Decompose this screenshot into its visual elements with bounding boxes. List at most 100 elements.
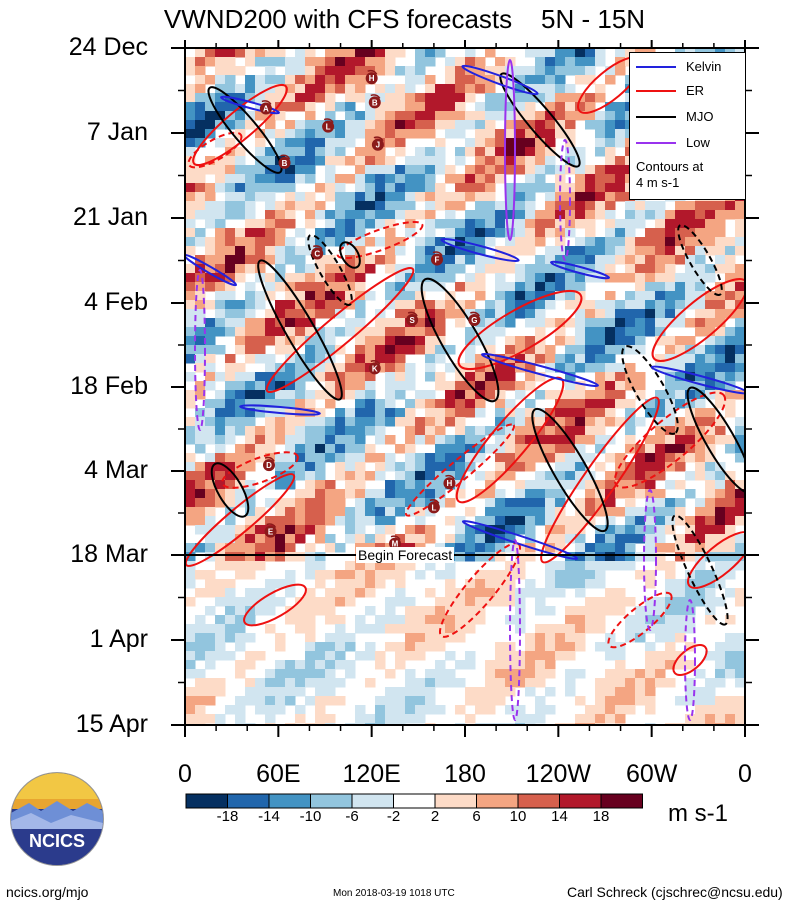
heatmap-cell — [385, 183, 396, 193]
heatmap-cell — [445, 435, 456, 445]
heatmap-cell — [575, 417, 586, 427]
heatmap-cell — [515, 705, 526, 715]
heatmap-cell — [465, 309, 476, 319]
heatmap-cell — [435, 147, 446, 157]
heatmap-cell — [655, 246, 666, 256]
heatmap-cell — [685, 552, 696, 562]
heatmap-cell — [555, 66, 566, 76]
heatmap-cell — [615, 102, 626, 112]
heatmap-cell — [725, 354, 736, 364]
heatmap-cell — [565, 453, 576, 463]
heatmap-cell — [445, 174, 456, 184]
heatmap-cell — [215, 210, 226, 220]
heatmap-cell — [455, 57, 466, 67]
heatmap-cell — [235, 597, 246, 607]
heatmap-cell — [215, 651, 226, 661]
heatmap-cell — [205, 516, 216, 526]
heatmap-cell — [395, 498, 406, 508]
heatmap-cell — [535, 318, 546, 328]
heatmap-cell — [715, 705, 726, 715]
heatmap-cell — [645, 516, 656, 526]
heatmap-cell — [295, 129, 306, 139]
heatmap-cell — [245, 552, 256, 562]
heatmap-cell — [575, 57, 586, 67]
heatmap-cell — [245, 75, 256, 85]
heatmap-cell — [585, 165, 596, 175]
heatmap-cell — [195, 120, 206, 130]
event-marker-icon: L — [427, 499, 440, 514]
heatmap-cell — [265, 390, 276, 400]
heatmap-cell — [235, 336, 246, 346]
heatmap-cell — [295, 93, 306, 103]
heatmap-cell — [195, 165, 206, 175]
event-marker-icon: S — [406, 311, 419, 327]
heatmap-cell — [505, 561, 516, 571]
heatmap-cell — [195, 255, 206, 265]
heatmap-cell — [415, 327, 426, 337]
x-tick-label: 180 — [444, 760, 486, 788]
heatmap-cell — [395, 714, 406, 724]
heatmap-cell — [255, 435, 266, 445]
heatmap-cell — [385, 354, 396, 364]
heatmap-cell — [205, 201, 216, 211]
heatmap-cell — [555, 534, 566, 544]
heatmap-cell — [725, 264, 736, 274]
heatmap-cell — [355, 147, 366, 157]
heatmap-cell — [265, 174, 276, 184]
heatmap-cell — [245, 489, 256, 499]
x-tick-label: 0 — [738, 760, 752, 788]
heatmap-cell — [365, 345, 376, 355]
heatmap-cell — [455, 201, 466, 211]
heatmap-cell — [305, 156, 316, 166]
heatmap-cell — [205, 327, 216, 337]
heatmap-cell — [395, 471, 406, 481]
heatmap-cell — [605, 255, 616, 265]
heatmap-cell — [415, 480, 426, 490]
heatmap-cell — [335, 147, 346, 157]
heatmap-cell — [415, 255, 426, 265]
heatmap-cell — [375, 561, 386, 571]
heatmap-cell — [435, 597, 446, 607]
heatmap-cell — [325, 147, 336, 157]
heatmap-cell — [585, 426, 596, 436]
heatmap-cell — [305, 75, 316, 85]
heatmap-cell — [415, 345, 426, 355]
heatmap-cell — [485, 129, 496, 139]
low-contour — [559, 139, 571, 261]
heatmap-cell — [325, 111, 336, 121]
heatmap-cell — [195, 687, 206, 697]
heatmap-cell — [695, 318, 706, 328]
event-marker-icon: A — [259, 100, 272, 115]
heatmap-cell — [375, 174, 386, 184]
heatmap-cell — [305, 237, 316, 247]
heatmap-cell — [575, 165, 586, 175]
heatmap-cell — [535, 309, 546, 319]
heatmap-cell — [295, 192, 306, 202]
heatmap-cell — [415, 300, 426, 310]
heatmap-cell — [585, 273, 596, 283]
heatmap-cell — [275, 165, 286, 175]
heatmap-cell — [455, 111, 466, 121]
heatmap-cell — [495, 444, 506, 454]
heatmap-cell — [185, 498, 196, 508]
heatmap-cell — [395, 309, 406, 319]
heatmap-cell — [465, 228, 476, 238]
event-marker-label: B — [372, 98, 378, 107]
heatmap-cell — [415, 111, 426, 121]
heatmap-cell — [225, 561, 236, 571]
heatmap-cell — [665, 651, 676, 661]
heatmap-cell — [425, 624, 436, 634]
heatmap-cell — [305, 498, 316, 508]
heatmap-cell — [665, 561, 676, 571]
heatmap-cell — [425, 417, 436, 427]
heatmap-cell — [605, 165, 616, 175]
heatmap-cell — [335, 300, 346, 310]
heatmap-cell — [605, 642, 616, 652]
heatmap-cell — [585, 336, 596, 346]
heatmap-cell — [525, 264, 536, 274]
heatmap-cell — [235, 318, 246, 328]
heatmap-cell — [535, 660, 546, 670]
heatmap-cell — [425, 489, 436, 499]
heatmap-cell — [555, 327, 566, 337]
heatmap-cell — [375, 318, 386, 328]
